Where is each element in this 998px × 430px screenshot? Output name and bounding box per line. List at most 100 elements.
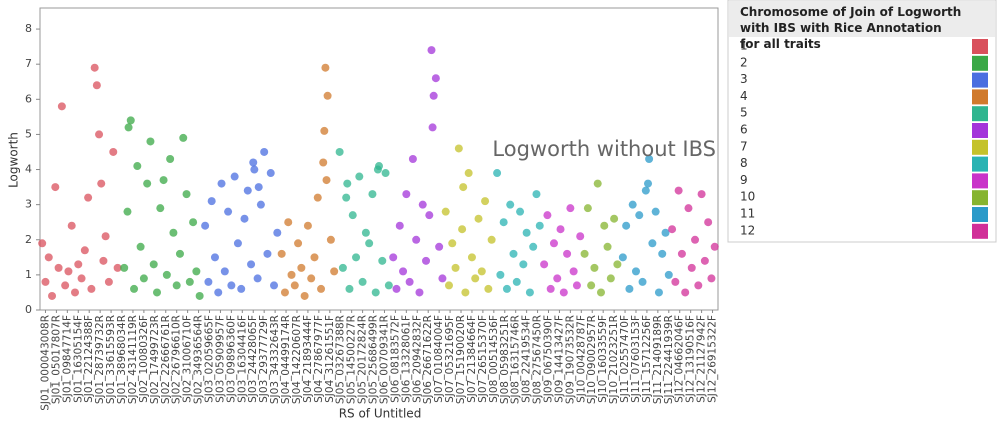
- point: [365, 239, 374, 248]
- point: [384, 281, 393, 290]
- x-tick-label: SJ04_27867977F: [313, 315, 325, 403]
- point: [294, 239, 303, 248]
- point: [185, 277, 194, 286]
- x-tick-label: SJ01_38968034R: [116, 315, 128, 404]
- x-tick-label: SJ01_33615593R: [105, 315, 117, 404]
- legend-swatch: [972, 55, 988, 71]
- point: [250, 165, 259, 174]
- point: [330, 267, 339, 276]
- point: [159, 176, 168, 185]
- point: [335, 147, 344, 156]
- point: [681, 288, 690, 297]
- point: [638, 277, 647, 286]
- x-tick-label: SJ03_16304416F: [236, 315, 248, 403]
- point: [273, 228, 282, 237]
- point: [201, 221, 210, 230]
- point: [120, 263, 129, 272]
- point: [97, 179, 106, 188]
- point: [342, 193, 351, 202]
- point: [710, 242, 719, 251]
- x-tick-label: SJ01_28739732R: [94, 315, 106, 404]
- legend-label: 4: [740, 89, 748, 103]
- point: [149, 260, 158, 269]
- point: [525, 288, 534, 297]
- point: [57, 102, 66, 111]
- point: [622, 221, 631, 230]
- legend-label: 8: [740, 156, 748, 170]
- point: [593, 179, 602, 188]
- legend-label: 9: [740, 173, 748, 187]
- legend-title: Chromosome of Join of Logworth with IBS w…: [740, 5, 961, 51]
- point: [600, 221, 609, 230]
- x-tick-label: SJ08_05983251R: [499, 315, 511, 404]
- point: [618, 253, 627, 262]
- legend-swatch: [972, 89, 988, 105]
- legend-swatch: [972, 223, 988, 239]
- point: [451, 263, 460, 272]
- legend-label: 7: [740, 139, 748, 153]
- point: [628, 200, 637, 209]
- x-tick-label: SJ06_20942832F: [411, 315, 423, 403]
- point: [220, 267, 229, 276]
- legend-swatch: [972, 39, 988, 54]
- point: [707, 274, 716, 283]
- point: [654, 288, 663, 297]
- point: [130, 284, 139, 293]
- point: [631, 267, 640, 276]
- point: [189, 218, 198, 227]
- point: [448, 239, 457, 248]
- point: [345, 284, 354, 293]
- point: [90, 63, 99, 72]
- x-tick-label: SJ11_07603153F: [630, 315, 642, 403]
- point: [352, 253, 361, 262]
- x-tick-label: SJ11_15712256F: [641, 315, 653, 403]
- point: [348, 211, 357, 220]
- x-tick-label: SJ10_21023251R: [608, 315, 620, 404]
- point: [67, 221, 76, 230]
- x-tick-label: SJ02_17499723R: [149, 315, 161, 404]
- point: [99, 256, 108, 265]
- point: [474, 214, 483, 223]
- point: [651, 207, 660, 216]
- point: [322, 176, 331, 185]
- x-tick-label: SJ06_00709341R: [378, 315, 390, 404]
- legend-label: 5: [740, 106, 748, 120]
- x-tick-label: SJ02_10080326F: [138, 315, 150, 403]
- point: [644, 179, 653, 188]
- point: [195, 291, 204, 300]
- x-tick-label: SJ01_09847714F: [61, 315, 73, 403]
- point: [240, 214, 249, 223]
- point: [64, 267, 73, 276]
- point: [355, 172, 364, 181]
- point: [625, 284, 634, 293]
- point: [481, 197, 490, 206]
- point: [371, 288, 380, 297]
- x-tick-label: SJ07_01084004F: [433, 315, 445, 403]
- x-tick-label: SJ01_22124388F: [83, 315, 95, 403]
- point: [441, 207, 450, 216]
- point: [697, 190, 706, 199]
- x-tick-label: SJ02_43141119R: [127, 315, 139, 404]
- point: [41, 277, 50, 286]
- point: [700, 256, 709, 265]
- point: [74, 260, 83, 269]
- x-tick-label: SJ08_00514536F: [488, 315, 500, 403]
- x-tick-label: SJ12_26915322F: [707, 315, 719, 403]
- point: [133, 162, 142, 171]
- point: [694, 281, 703, 290]
- point: [143, 179, 152, 188]
- point: [287, 270, 296, 279]
- point: [668, 225, 677, 234]
- x-tick-label: SJ03_24428065F: [247, 315, 259, 403]
- point: [684, 204, 693, 213]
- point: [519, 260, 528, 269]
- point: [92, 81, 101, 90]
- point: [392, 284, 401, 293]
- point: [317, 284, 326, 293]
- y-tick-label: 8: [25, 22, 32, 35]
- point: [217, 179, 226, 188]
- point: [77, 274, 86, 283]
- y-tick-label: 7: [25, 57, 32, 70]
- point: [266, 169, 275, 178]
